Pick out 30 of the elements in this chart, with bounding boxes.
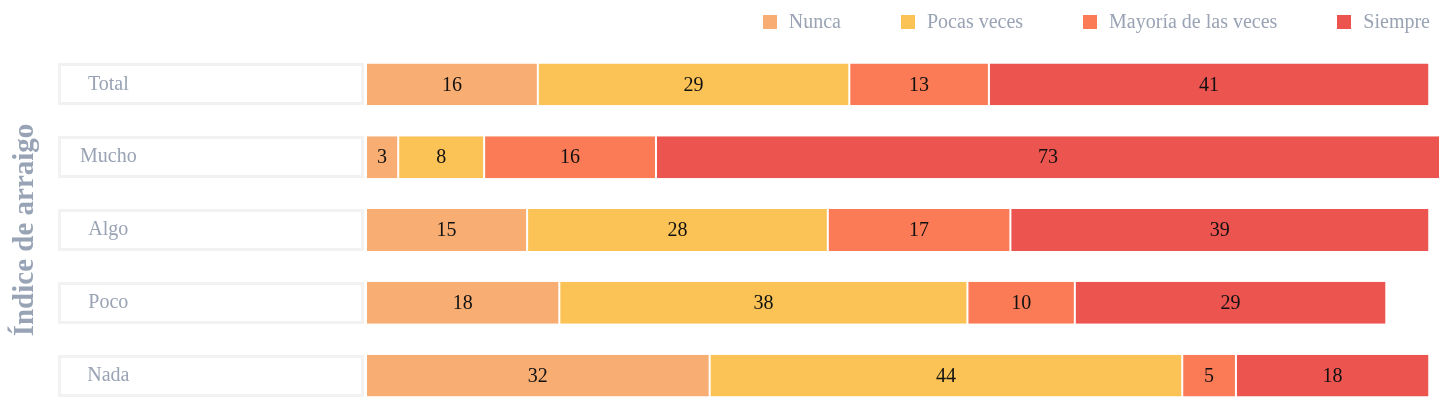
y-tick-label: Poco (88, 290, 129, 313)
data-label: 73 (1037, 145, 1058, 168)
data-label: 18 (452, 291, 473, 314)
data-label: 39 (1209, 218, 1230, 241)
legend-label: Nunca (788, 10, 841, 33)
data-label: 29 (683, 72, 704, 95)
data-label: 17 (909, 218, 930, 241)
data-label: 16 (441, 72, 462, 95)
data-label: 32 (527, 363, 548, 386)
data-label: 8 (436, 145, 447, 168)
data-label: 13 (909, 72, 930, 95)
legend-label: Siempre (1363, 10, 1430, 33)
legend-label: Pocas veces (927, 10, 1024, 33)
data-label: 5 (1204, 363, 1215, 386)
y-tick-label: Mucho (79, 144, 137, 167)
y-tick-label: Total (87, 71, 130, 94)
data-label: 29 (1220, 291, 1241, 314)
data-label: 3 (377, 145, 388, 168)
data-label: 38 (753, 291, 774, 314)
y-tick-label: Algo (88, 217, 129, 241)
data-label: 28 (667, 218, 688, 241)
y-axis-title: Índice de arraigo (6, 123, 39, 337)
y-tick-label: Nada (87, 362, 130, 385)
data-label: 16 (560, 145, 581, 168)
data-label: 15 (436, 218, 457, 241)
data-label: 44 (935, 363, 956, 386)
data-label: 10 (1011, 291, 1032, 314)
data-label: 18 (1322, 363, 1343, 386)
legend-label: Mayoría de las veces (1109, 10, 1278, 33)
data-label: 41 (1199, 72, 1220, 95)
